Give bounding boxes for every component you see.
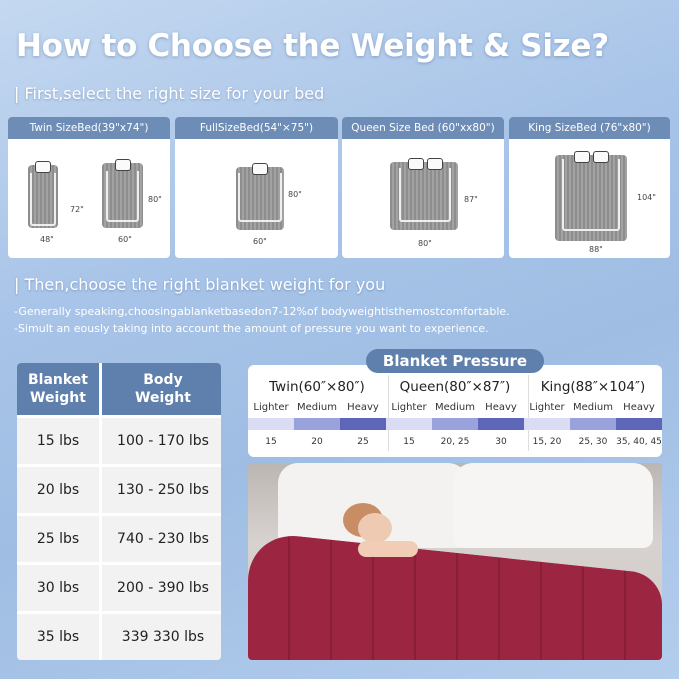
- level-value: 25, 30: [578, 437, 608, 447]
- dim-height: 80": [148, 195, 162, 204]
- level-bar: [432, 418, 478, 430]
- table-cell: 35 lbs: [17, 614, 99, 660]
- dim-height: 87": [464, 195, 478, 204]
- bed-card-queen: Queen Size Bed (60"xx80") 87" 80": [342, 117, 504, 258]
- pressure-group-title: King(88″×104″): [540, 379, 646, 395]
- blanket: [248, 531, 662, 660]
- pressure-group-title: Twin(60″×80″): [269, 379, 365, 395]
- dim-height: 80": [288, 190, 302, 199]
- step2-heading: | Then,choose the right blanket weight f…: [14, 275, 386, 294]
- table-cell: 30 lbs: [17, 565, 99, 611]
- level-value: 15: [265, 437, 277, 447]
- bullet-text: -Generally speaking,choosingablanketbase…: [14, 305, 510, 318]
- bed-illustration: [555, 151, 627, 241]
- level-label: Heavy: [485, 402, 517, 413]
- dim-height: 72": [70, 205, 84, 214]
- pressure-group: King(88″×104″) Lighter Medium Heavy 15, 20 25…: [524, 365, 662, 457]
- dim-width: 48": [40, 235, 54, 244]
- level-label: Lighter: [391, 402, 427, 413]
- bed-photo: [248, 463, 662, 660]
- divider: [528, 375, 529, 451]
- person-face: [358, 513, 392, 543]
- weight-table: Blanket Weight Body Weight 15 lbs 100 - 1…: [17, 363, 221, 660]
- level-label: Heavy: [623, 402, 655, 413]
- table-cell: 200 - 390 lbs: [102, 565, 221, 611]
- level-label: Medium: [573, 402, 613, 413]
- bed-card-title: Twin SizeBed(39"x74"): [8, 117, 170, 139]
- table-cell: 100 - 170 lbs: [102, 418, 221, 464]
- pressure-group: Twin(60″×80″) Lighter Medium Heavy 15 20 25: [248, 365, 386, 457]
- divider: [388, 375, 389, 451]
- table-header: Body Weight: [102, 363, 221, 415]
- level-bar: [386, 418, 432, 430]
- level-value: 20, 25: [440, 437, 470, 447]
- level-label: Lighter: [529, 402, 565, 413]
- level-value: 15: [403, 437, 415, 447]
- level-value: 15, 20: [532, 437, 562, 447]
- level-bar: [616, 418, 662, 430]
- dim-width: 60": [253, 237, 267, 246]
- level-value: 30: [495, 437, 507, 447]
- level-value: 25: [357, 437, 369, 447]
- level-bar: [570, 418, 616, 430]
- dim-width: 80": [418, 239, 432, 248]
- blanket-pressure-title: Blanket Pressure: [366, 349, 544, 373]
- table-cell: 130 - 250 lbs: [102, 467, 221, 513]
- table-cell: 25 lbs: [17, 516, 99, 562]
- bed-card-twin: Twin SizeBed(39"x74") 72" 48" 80" 60": [8, 117, 170, 258]
- level-label: Heavy: [347, 402, 379, 413]
- level-bar: [478, 418, 524, 430]
- level-label: Lighter: [253, 402, 289, 413]
- table-cell: 15 lbs: [17, 418, 99, 464]
- bed-illustration: [28, 161, 58, 228]
- table-cell: 20 lbs: [17, 467, 99, 513]
- bed-card-title: Queen Size Bed (60"xx80"): [342, 117, 504, 139]
- level-value: 35, 40, 45: [616, 437, 662, 447]
- dim-width: 60": [118, 235, 132, 244]
- pressure-group: Queen(80″×87″) Lighter Medium Heavy 15 20, 25…: [386, 365, 524, 457]
- level-bar: [340, 418, 386, 430]
- bed-card-title: FullSizeBed(54"×75"): [175, 117, 338, 139]
- bed-card-full: FullSizeBed(54"×75") 80" 60": [175, 117, 338, 258]
- blanket-pressure-panel: Twin(60″×80″) Lighter Medium Heavy 15 20 25 Que…: [248, 365, 662, 457]
- bed-illustration: [390, 158, 458, 230]
- table-cell: 740 - 230 lbs: [102, 516, 221, 562]
- table-header: Blanket Weight: [17, 363, 99, 415]
- bed-card-title: King SizeBed (76"x80"): [509, 117, 670, 139]
- bullet-text: -Simult an eously taking into account th…: [14, 322, 489, 335]
- person-arm: [358, 541, 418, 557]
- bed-illustration: [236, 163, 284, 230]
- dim-width: 88": [589, 245, 603, 254]
- level-bar: [248, 418, 294, 430]
- table-cell: 339 330 lbs: [102, 614, 221, 660]
- level-value: 20: [311, 437, 323, 447]
- dim-height: 104": [637, 193, 656, 202]
- pillow: [453, 463, 653, 548]
- bed-card-king: King SizeBed (76"x80") 104" 88": [509, 117, 670, 258]
- step1-heading: | First,select the right size for your b…: [14, 84, 325, 103]
- page-title: How to Choose the Weight & Size?: [16, 28, 609, 64]
- level-label: Medium: [435, 402, 475, 413]
- pressure-group-title: Queen(80″×87″): [399, 379, 511, 395]
- level-bar: [294, 418, 340, 430]
- bed-illustration: [102, 159, 143, 228]
- level-label: Medium: [297, 402, 337, 413]
- level-bar: [524, 418, 570, 430]
